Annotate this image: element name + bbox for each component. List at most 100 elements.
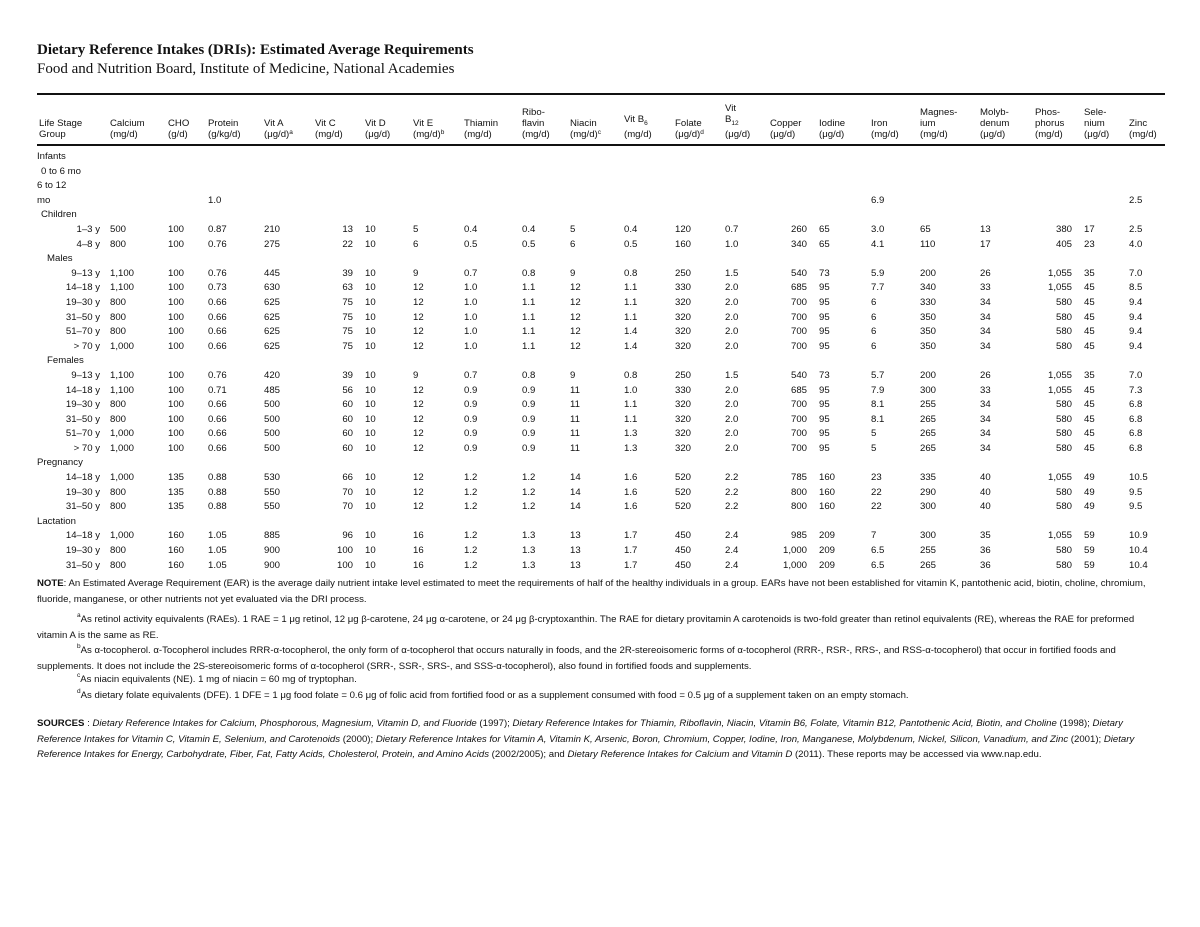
table-cell xyxy=(978,252,1033,267)
column-header: Vit D (μg/d) xyxy=(363,94,411,145)
table-cell: 0.66 xyxy=(208,399,227,411)
table-cell: 100 xyxy=(168,340,185,352)
table-cell: 350 xyxy=(920,311,937,323)
column-header: Life Stage Group xyxy=(37,94,108,145)
table-cell: 120 xyxy=(675,223,692,235)
table-cell: 2.0 xyxy=(725,428,739,440)
table-cell: 800 xyxy=(110,311,127,323)
table-cell xyxy=(363,456,411,471)
table-cell: 700 xyxy=(790,311,807,323)
table-cell: 0.8 xyxy=(624,369,638,381)
table-cell xyxy=(1033,179,1082,194)
table-cell: 9 xyxy=(570,369,576,381)
table-cell: 290 xyxy=(920,486,937,498)
table-cell xyxy=(262,194,313,209)
table-cell: 1.2 xyxy=(464,472,478,484)
table-cell xyxy=(206,456,262,471)
table-row: 14–18 y 1,000 160 1.05 885 96 10 16 1.2 1.3 13 1.7 4… xyxy=(37,529,1165,544)
table-cell: 1,100 xyxy=(110,384,135,396)
table-cell xyxy=(673,145,723,165)
table-cell xyxy=(978,208,1033,223)
table-cell: 12 xyxy=(413,282,424,294)
table-cell: 580 xyxy=(1055,559,1072,571)
table-cell xyxy=(622,515,673,530)
table-cell: 250 xyxy=(675,369,692,381)
table-cell: 45 xyxy=(1084,399,1095,411)
table-cell: 35 xyxy=(1084,369,1095,381)
table-cell: 1.0 xyxy=(464,296,478,308)
table-cell: 2.5 xyxy=(1129,223,1143,235)
column-header: Iodine (μg/d) xyxy=(817,94,869,145)
table-cell: 26 xyxy=(980,267,991,279)
table-cell: 2.0 xyxy=(725,399,739,411)
table-cell: 6.8 xyxy=(1129,399,1143,411)
table-cell: 0.8 xyxy=(522,369,536,381)
table-cell: 10 xyxy=(365,501,376,513)
table-cell xyxy=(723,252,768,267)
table-cell: 1,000 xyxy=(110,442,135,454)
column-header-line: flavin xyxy=(522,118,545,129)
table-cell xyxy=(978,165,1033,180)
table-row: 0 to 6 mo xyxy=(37,165,1165,180)
table-cell: 9.5 xyxy=(1129,501,1143,513)
table-cell: 500 xyxy=(264,413,281,425)
table-cell: 1,000 xyxy=(110,428,135,440)
table-cell: 1.2 xyxy=(464,486,478,498)
group-label: Lactation xyxy=(37,515,76,527)
table-cell xyxy=(918,179,978,194)
table-cell xyxy=(108,165,166,180)
table-cell: 209 xyxy=(819,530,836,542)
note-paragraph: NOTE: An Estimated Average Requirement (… xyxy=(37,576,1157,607)
table-cell: 0.66 xyxy=(208,340,227,352)
table-cell: 135 xyxy=(168,501,185,513)
table-cell xyxy=(1127,165,1165,180)
table-cell: 1.3 xyxy=(624,428,638,440)
column-header-line: (mg/d) xyxy=(1129,129,1157,140)
table-cell: 500 xyxy=(110,223,127,235)
footnote-text: As dietary folate equivalents (DFE). 1 D… xyxy=(80,689,909,701)
table-cell: 800 xyxy=(110,413,127,425)
table-cell: 39 xyxy=(342,369,353,381)
column-header-line: Vit B xyxy=(624,114,645,126)
table-cell: 1.1 xyxy=(522,296,536,308)
table-cell: 14 xyxy=(570,472,581,484)
table-cell: 75 xyxy=(342,326,353,338)
life-stage-label: 14–18 y xyxy=(65,530,100,542)
table-cell xyxy=(166,354,206,369)
table-row: 51–70 y 1,000 100 0.66 500 60 10 12 0.9 0.9 11 1.3 3… xyxy=(37,427,1165,442)
table-cell xyxy=(462,456,520,471)
table-cell xyxy=(108,179,166,194)
table-cell xyxy=(978,145,1033,165)
group-row: Infants xyxy=(37,145,1165,165)
table-cell: 10 xyxy=(365,384,376,396)
table-cell xyxy=(869,252,918,267)
table-cell: 12 xyxy=(413,472,424,484)
table-cell: 9 xyxy=(570,267,576,279)
table-cell xyxy=(622,145,673,165)
table-cell xyxy=(622,252,673,267)
table-cell: 1.2 xyxy=(464,545,478,557)
note-label: NOTE xyxy=(37,578,64,589)
table-row: 19–30 y 800 160 1.05 900 100 10 16 1.2 1.3 13 1.7 45… xyxy=(37,544,1165,559)
table-cell: 12 xyxy=(413,428,424,440)
table-cell: 1,055 xyxy=(1047,369,1072,381)
table-cell xyxy=(768,252,817,267)
table-cell: 2.0 xyxy=(725,442,739,454)
table-cell: 9.4 xyxy=(1129,296,1143,308)
table-cell: 1,100 xyxy=(110,267,135,279)
table-cell: 14 xyxy=(570,501,581,513)
table-body: Infants 0 to 6 mo 6 to 12 mo 1.0 6.9 2.5 Childr… xyxy=(37,145,1165,573)
table-cell: 16 xyxy=(413,545,424,557)
table-cell xyxy=(673,165,723,180)
table-cell xyxy=(978,515,1033,530)
table-cell: 2.4 xyxy=(725,530,739,542)
table-cell: 800 xyxy=(790,486,807,498)
table-cell xyxy=(313,456,363,471)
column-header-line: (mg/d) xyxy=(624,129,652,140)
table-cell: 22 xyxy=(342,238,353,250)
table-cell: 7.7 xyxy=(871,282,885,294)
table-cell: 1.2 xyxy=(522,472,536,484)
column-header-line: (μg/d) xyxy=(770,129,796,140)
table-cell: 260 xyxy=(790,223,807,235)
table-cell xyxy=(520,165,568,180)
